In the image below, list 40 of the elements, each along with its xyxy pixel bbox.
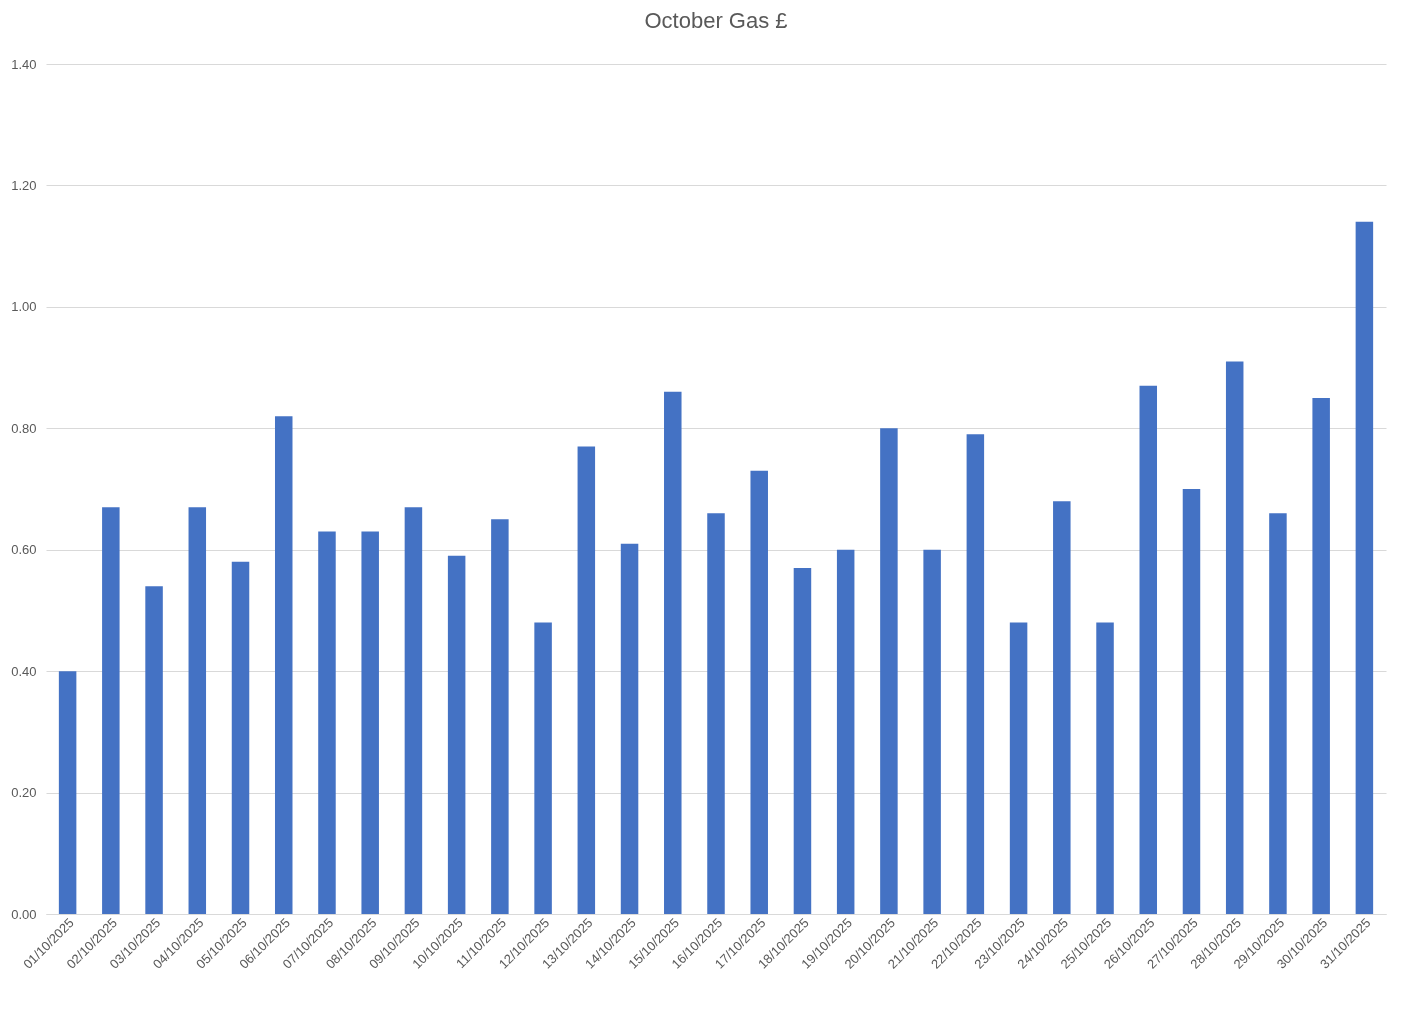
chart-title: October Gas £ [644,8,788,33]
bar [793,567,812,914]
bar [750,470,768,914]
bar [577,446,596,914]
bar [534,622,552,914]
bar [231,561,250,914]
bar [58,671,77,914]
bar [145,586,163,914]
y-tick-label: 0.80 [11,420,37,436]
bar [1182,489,1201,914]
bar [447,555,466,914]
y-tick-label: 0.60 [11,542,37,558]
bar [1096,622,1114,914]
y-tick-label: 1.40 [11,56,37,72]
y-tick-label: 0.20 [11,785,37,801]
bar [1312,397,1330,914]
bar [1053,501,1071,914]
bar [1355,221,1374,914]
bar [664,391,682,914]
y-tick-label: 0.40 [11,663,37,679]
bar [1269,513,1287,914]
bar [707,513,725,914]
bar [620,543,639,914]
bar [318,531,336,914]
bar [1225,361,1244,914]
bar [880,428,898,914]
y-tick-label: 1.20 [11,177,37,193]
bar [966,434,985,914]
bar [102,507,120,914]
y-tick-label: 1.00 [11,299,37,315]
bar [836,549,855,914]
bar [274,416,293,914]
bar [361,531,379,914]
bar [404,507,423,914]
bar [1009,622,1028,914]
bar [188,507,207,914]
bar [1139,385,1158,914]
bar [923,549,941,914]
bar [491,519,509,914]
y-tick-label: 0.00 [11,906,37,922]
